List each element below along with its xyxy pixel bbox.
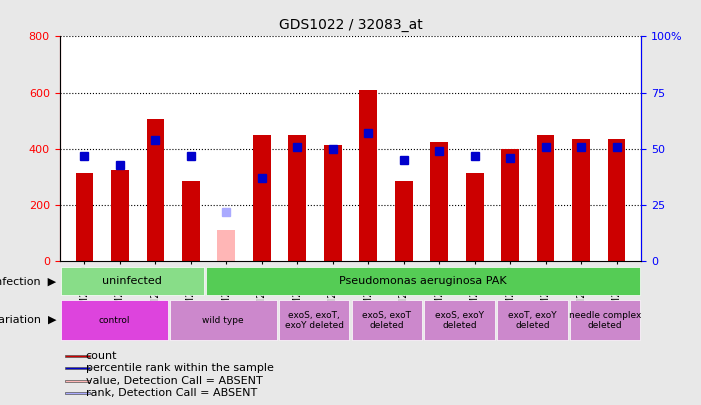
- Text: percentile rank within the sample: percentile rank within the sample: [86, 363, 273, 373]
- Text: value, Detection Call = ABSENT: value, Detection Call = ABSENT: [86, 375, 262, 386]
- Bar: [465, 173, 484, 261]
- Bar: [395, 181, 413, 261]
- Bar: [76, 173, 93, 261]
- Bar: [570, 300, 640, 341]
- Text: genotype/variation  ▶: genotype/variation ▶: [0, 315, 56, 325]
- Bar: [608, 139, 625, 261]
- Text: exoS, exoT
deleted: exoS, exoT deleted: [362, 311, 411, 330]
- Bar: [279, 300, 349, 341]
- Bar: [501, 149, 519, 261]
- Text: GDS1022 / 32083_at: GDS1022 / 32083_at: [278, 18, 423, 32]
- Bar: [217, 230, 236, 261]
- Bar: [111, 170, 129, 261]
- Bar: [360, 90, 377, 261]
- Bar: [430, 142, 448, 261]
- Text: wild type: wild type: [203, 316, 244, 325]
- Bar: [324, 145, 341, 261]
- Text: rank, Detection Call = ABSENT: rank, Detection Call = ABSENT: [86, 388, 257, 398]
- Text: exoS, exoY
deleted: exoS, exoY deleted: [435, 311, 484, 330]
- Bar: [537, 135, 554, 261]
- Bar: [65, 354, 90, 357]
- Bar: [572, 139, 590, 261]
- Bar: [147, 119, 164, 261]
- Bar: [182, 181, 200, 261]
- Text: count: count: [86, 351, 117, 360]
- Bar: [65, 367, 90, 369]
- Text: uninfected: uninfected: [102, 276, 162, 286]
- Bar: [497, 300, 568, 341]
- Text: Pseudomonas aeruginosa PAK: Pseudomonas aeruginosa PAK: [339, 276, 507, 286]
- Bar: [65, 392, 90, 394]
- Text: exoT, exoY
deleted: exoT, exoY deleted: [508, 311, 557, 330]
- Bar: [170, 300, 277, 341]
- Bar: [206, 267, 640, 295]
- Bar: [65, 379, 90, 382]
- Bar: [253, 135, 271, 261]
- Text: control: control: [98, 316, 130, 325]
- Text: infection  ▶: infection ▶: [0, 276, 56, 286]
- Bar: [352, 300, 422, 341]
- Bar: [288, 135, 306, 261]
- Bar: [61, 267, 204, 295]
- Text: needle complex
deleted: needle complex deleted: [569, 311, 641, 330]
- Bar: [424, 300, 495, 341]
- Bar: [61, 300, 168, 341]
- Text: exoS, exoT,
exoY deleted: exoS, exoT, exoY deleted: [285, 311, 343, 330]
